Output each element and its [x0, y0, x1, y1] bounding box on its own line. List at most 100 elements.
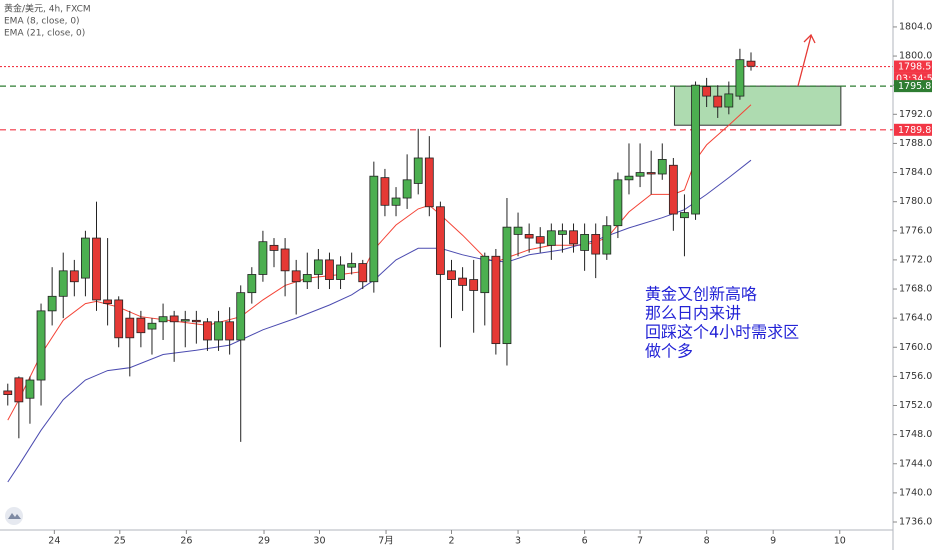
candle-body — [635, 172, 645, 177]
price-tag-label: 1795.87 — [898, 81, 932, 92]
candle-body — [92, 237, 101, 301]
x-tick-label: 26 — [180, 536, 192, 547]
candle-body — [136, 317, 146, 334]
y-tick-label: 1800.00 — [899, 51, 932, 62]
x-tick-label: 3 — [515, 536, 521, 547]
price-tag — [894, 60, 932, 73]
y-tick-label: 1784.00 — [899, 167, 932, 178]
candle-body — [169, 315, 179, 323]
candle-body — [702, 86, 712, 97]
candle-body — [591, 234, 601, 255]
x-tick-label: 7 — [637, 536, 643, 547]
candle-body — [125, 317, 135, 339]
candle-body — [424, 157, 434, 208]
candle-body — [513, 226, 523, 235]
candle-body — [546, 230, 556, 246]
candle-body — [447, 270, 456, 280]
candle-body — [247, 274, 257, 294]
x-tick-label: 9 — [770, 536, 776, 547]
annotation: 回踩这个4小时需求区 — [645, 323, 799, 342]
candle-body — [325, 259, 334, 280]
candle-body — [313, 259, 323, 275]
candle-body — [14, 377, 24, 403]
candle-body — [47, 295, 57, 312]
price-tag-label: 1789.87 — [898, 125, 932, 136]
x-tick-label: 24 — [48, 536, 60, 547]
y-tick-label: 1792.00 — [899, 109, 932, 120]
candle-body — [602, 225, 612, 255]
demand-zone — [673, 85, 842, 126]
y-tick-label: 1756.00 — [899, 371, 932, 382]
candle-body — [535, 236, 545, 244]
y-tick-label: 1804.00 — [899, 21, 932, 32]
y-tick-label: 1776.00 — [899, 225, 932, 236]
y-tick-label: 1772.00 — [899, 254, 932, 265]
candle-body — [413, 157, 423, 184]
annotation: 做个多 — [645, 342, 693, 361]
candle-body — [3, 390, 13, 395]
chart-title: 黄金/美元, 4h, FXCM — [4, 3, 91, 15]
candle-body — [524, 234, 534, 239]
candle-body — [469, 279, 479, 291]
annotation: 黄金又创新高咯 — [645, 285, 757, 304]
candle-body — [69, 270, 79, 283]
candle-body — [369, 175, 379, 283]
x-tick-label: 29 — [258, 536, 270, 547]
legend-entry: EMA (8, close, 0) — [4, 17, 80, 27]
arrow-line — [797, 35, 812, 87]
candle-body — [613, 179, 623, 227]
candle-body — [203, 321, 212, 341]
candle-body — [269, 244, 279, 251]
candle-body — [624, 175, 634, 181]
price-tag — [894, 80, 932, 93]
candle-body — [491, 255, 501, 345]
candle-body — [558, 230, 567, 235]
y-tick-label: 1760.00 — [899, 342, 932, 353]
candle-body — [391, 197, 401, 206]
x-tick-label: 10 — [834, 536, 846, 547]
candle-body — [646, 172, 656, 175]
candle-body — [180, 319, 190, 322]
y-tick-label: 1736.00 — [899, 516, 932, 527]
x-tick-label: 2 — [448, 536, 454, 547]
candle-body — [103, 299, 113, 304]
ema-line — [7, 159, 752, 483]
candle-body — [402, 179, 412, 199]
arrow — [797, 33, 816, 87]
y-tick-label: 1768.00 — [899, 284, 932, 295]
candle-body — [147, 322, 157, 330]
y-tick-label: 1744.00 — [899, 458, 932, 469]
candle-body — [280, 248, 290, 272]
candle-body — [480, 255, 490, 294]
logo-shape — [8, 513, 21, 519]
candle-body — [657, 159, 667, 175]
candle-body — [158, 316, 168, 323]
candle-body — [380, 177, 390, 206]
candle-body — [214, 321, 223, 341]
candle-body — [225, 321, 235, 341]
candle-body — [668, 164, 678, 215]
candle-body — [291, 270, 301, 283]
candle-body — [458, 277, 467, 286]
candle-body — [114, 299, 124, 339]
x-tick-label: 8 — [704, 536, 710, 547]
candle-body — [347, 263, 357, 268]
candle-body — [713, 95, 723, 108]
x-tick-label: 25 — [114, 536, 126, 547]
candle-body — [336, 264, 345, 280]
candle-body — [580, 234, 590, 251]
candle-body — [724, 93, 734, 108]
candle-body — [569, 230, 578, 245]
plot-area — [0, 48, 893, 483]
candle-body — [236, 292, 246, 341]
countdown-label: 03:34:55 — [896, 74, 932, 85]
y-tick-label: 1740.00 — [899, 487, 932, 498]
x-tick-label: 7月 — [378, 536, 394, 547]
y-tick-label: 1788.00 — [899, 138, 932, 149]
price-tag — [894, 123, 932, 136]
candle-body — [25, 379, 35, 399]
candle-body — [302, 274, 312, 283]
y-tick-label: 1780.00 — [899, 196, 932, 207]
